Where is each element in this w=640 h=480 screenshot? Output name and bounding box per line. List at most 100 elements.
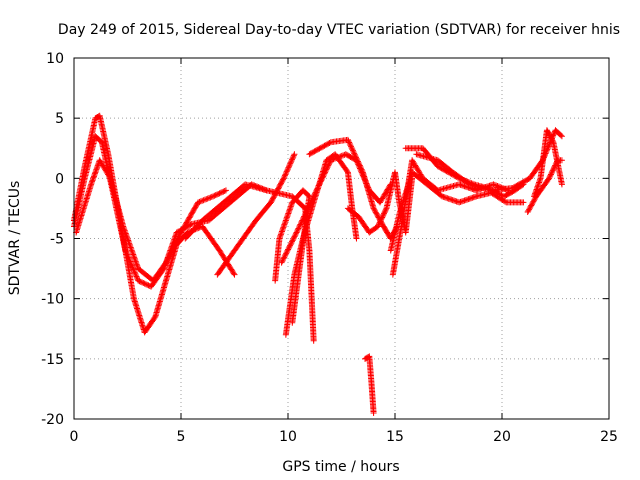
data-point	[546, 174, 553, 181]
data-point	[130, 266, 137, 273]
data-point	[549, 138, 556, 145]
data-point	[283, 250, 290, 257]
data-point	[277, 181, 284, 188]
data-point	[288, 157, 295, 164]
data-points	[71, 112, 565, 416]
data-point	[216, 190, 223, 197]
data-point	[297, 220, 304, 227]
data-point	[549, 167, 556, 174]
data-point	[378, 215, 385, 222]
data-point	[313, 147, 320, 154]
data-point	[335, 154, 342, 161]
data-point	[269, 196, 276, 203]
data-point	[129, 263, 136, 270]
data-point	[144, 281, 151, 288]
data-point	[174, 236, 181, 243]
data-point	[271, 193, 278, 200]
data-point	[314, 185, 321, 192]
data-point	[309, 196, 316, 203]
data-point	[292, 230, 299, 237]
data-point	[526, 205, 533, 212]
data-point	[285, 246, 292, 253]
data-point	[312, 189, 319, 196]
data-point	[498, 192, 505, 199]
data-point	[311, 190, 318, 197]
data-point	[316, 145, 323, 152]
data-point	[132, 270, 139, 277]
data-point	[316, 181, 323, 188]
data-point	[285, 245, 292, 252]
data-point	[527, 203, 534, 210]
data-point	[525, 207, 532, 214]
data-point	[307, 150, 314, 157]
data-point	[188, 210, 195, 217]
data-point	[372, 209, 379, 216]
data-point	[377, 218, 384, 225]
data-point	[133, 273, 140, 280]
data-point	[220, 188, 227, 195]
data-point	[106, 174, 113, 181]
data-point	[287, 241, 294, 248]
data-point	[375, 222, 382, 229]
data-point	[338, 152, 345, 159]
data-point	[294, 228, 301, 235]
data-point	[315, 182, 322, 189]
data-point	[372, 208, 379, 215]
data-point	[166, 253, 173, 260]
data-point	[327, 157, 334, 164]
data-point	[306, 151, 313, 158]
x-tick-label: 15	[386, 429, 404, 445]
grid	[74, 58, 609, 419]
data-point	[128, 261, 135, 268]
data-point	[324, 141, 331, 148]
data-point	[284, 247, 291, 254]
data-point	[289, 237, 296, 244]
data-point	[306, 201, 313, 208]
series-arc11	[362, 353, 377, 416]
data-point	[189, 209, 196, 216]
data-point	[547, 171, 554, 178]
data-point	[381, 209, 388, 216]
data-point	[357, 163, 364, 170]
data-point	[548, 170, 555, 177]
data-point	[177, 230, 184, 237]
data-point	[304, 206, 311, 213]
data-point	[315, 146, 322, 153]
data-point	[185, 215, 192, 222]
data-point	[373, 210, 380, 217]
data-point	[287, 242, 294, 249]
data-point	[356, 161, 363, 168]
series-arc4	[214, 151, 298, 278]
data-point	[122, 248, 129, 255]
data-point	[311, 148, 318, 155]
data-point	[308, 149, 315, 156]
data-point	[199, 197, 206, 204]
data-point	[350, 149, 357, 156]
data-point	[308, 198, 315, 205]
data-point	[172, 241, 179, 248]
data-point	[318, 177, 325, 184]
data-point	[311, 192, 318, 199]
data-point	[520, 199, 527, 206]
data-point	[211, 192, 218, 199]
data-point	[289, 156, 296, 163]
data-point	[269, 195, 276, 202]
data-point	[306, 202, 313, 209]
data-point	[491, 181, 498, 188]
data-point	[168, 247, 175, 254]
data-point	[310, 194, 317, 201]
data-point	[219, 189, 226, 196]
data-point	[323, 166, 330, 173]
data-point	[163, 259, 170, 266]
data-point	[345, 138, 352, 145]
data-point	[374, 223, 381, 230]
data-point	[557, 132, 564, 139]
data-point	[212, 192, 219, 199]
data-point	[308, 197, 315, 204]
data-point	[192, 204, 199, 211]
data-point	[164, 256, 171, 263]
x-tick-label: 0	[70, 429, 79, 445]
data-point	[438, 165, 445, 172]
data-point	[299, 216, 306, 223]
